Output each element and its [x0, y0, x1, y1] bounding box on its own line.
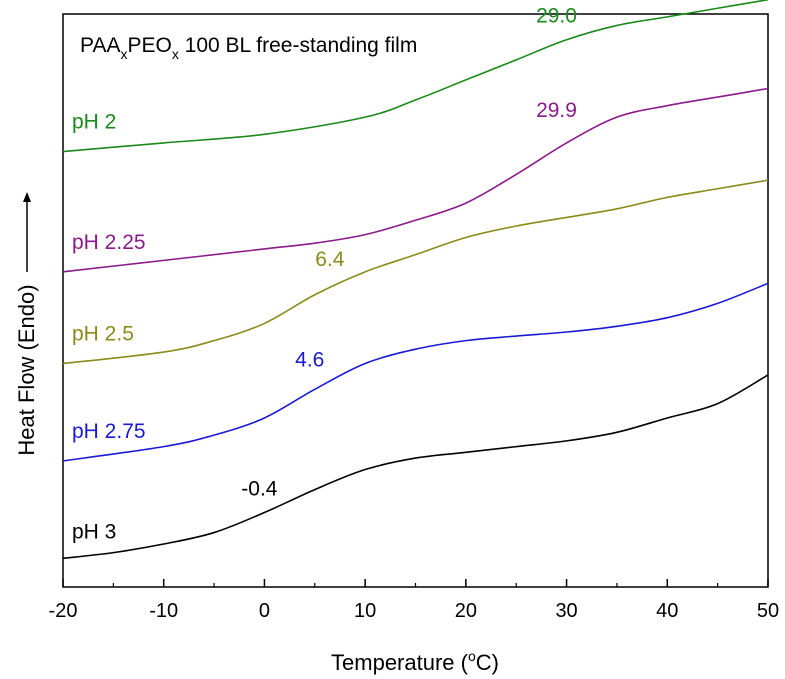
series-label: pH 2.25	[72, 231, 146, 254]
x-tick-label: 20	[455, 600, 477, 622]
y-axis-title-text: Heat Flow (Endo)	[14, 284, 39, 455]
tg-value-label: 6.4	[315, 248, 345, 271]
tg-value-label: 4.6	[295, 348, 324, 371]
tg-value-label: 29.0	[536, 5, 577, 28]
tg-value-label: 29.9	[536, 99, 577, 122]
x-tick-label: 40	[656, 600, 678, 622]
series-line-ph-2	[62, 0, 769, 153]
series-line-ph-2.25	[62, 87, 769, 273]
x-axis-ticks	[62, 579, 769, 587]
tg-value-label: -0.4	[241, 477, 278, 500]
series-label: pH 2	[72, 111, 116, 134]
x-axis-tick-labels: -20 -10 0 10 20 30 40 50	[49, 600, 780, 622]
x-axis-title: Temperature (oC)	[331, 648, 499, 675]
series-line-ph-2.75	[62, 282, 769, 462]
series-labels: pH 2 pH 2.25 pH 2.5 pH 2.75 pH 3	[72, 111, 146, 544]
x-tick-label: -10	[149, 600, 178, 622]
series-label: pH 2.75	[72, 420, 146, 443]
series-label: pH 3	[72, 520, 116, 543]
series-line-ph-2.5	[62, 179, 769, 365]
x-tick-label: 30	[555, 600, 577, 622]
x-tick-label: 10	[354, 600, 376, 622]
x-tick-label: 50	[757, 600, 779, 622]
y-axis-arrow-head	[23, 192, 31, 202]
series-lines	[62, 0, 769, 560]
y-axis-title: Heat Flow (Endo)	[14, 192, 39, 456]
series-label: pH 2.5	[72, 323, 134, 346]
tg-value-labels: 29.0 29.9 6.4 4.6 -0.4	[241, 5, 577, 501]
x-tick-label: -20	[49, 600, 78, 622]
series-line-ph-3	[62, 374, 769, 560]
x-tick-label: 0	[259, 600, 270, 622]
chart-title: PAAxPEOx 100 BL free-standing film	[80, 34, 417, 62]
